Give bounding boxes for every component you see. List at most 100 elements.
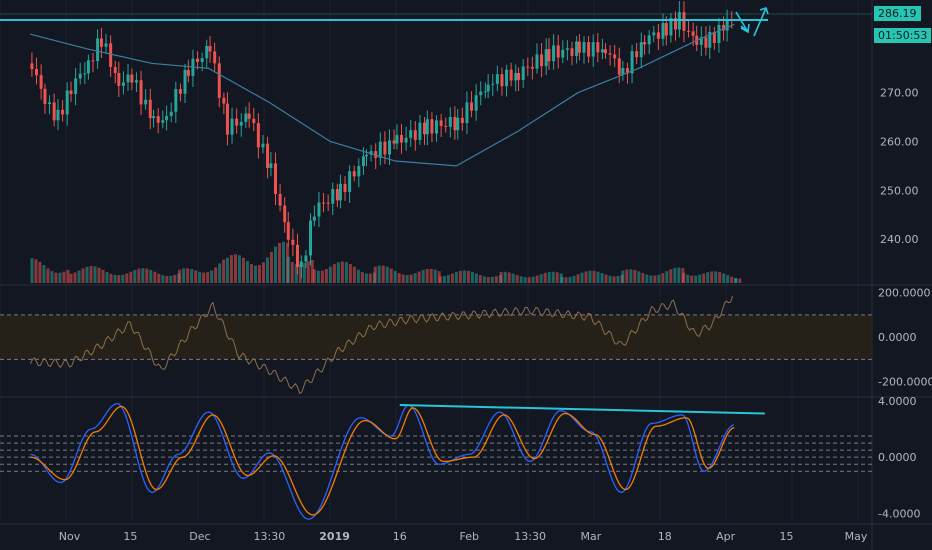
volume-bar — [290, 261, 294, 283]
volume-bar — [616, 276, 620, 283]
volume-bar — [584, 271, 588, 283]
date-tick-label: Apr — [716, 530, 736, 543]
oscillator-tick-label: 200.0000 — [878, 287, 931, 300]
volume-bar — [503, 271, 507, 283]
candle-body — [174, 89, 178, 112]
candle-body — [722, 24, 726, 31]
candle-body — [635, 51, 639, 58]
volume-bar — [81, 268, 85, 283]
volume-bar — [604, 274, 608, 283]
countdown-label: 01:50:53 — [874, 28, 932, 43]
candle-body — [235, 118, 239, 126]
candle-body — [335, 189, 339, 201]
volume-bar — [621, 270, 625, 283]
volume-bar — [588, 270, 592, 283]
volume-bar — [182, 268, 186, 283]
volume-bar — [237, 255, 241, 283]
volume-bar — [568, 276, 572, 283]
candle-body — [717, 24, 721, 43]
oscillator-tick-label: -200.0000 — [878, 376, 932, 389]
volume-bar — [324, 269, 328, 283]
volume-bar — [173, 274, 177, 283]
candle-body — [526, 66, 530, 68]
candle-body — [647, 35, 651, 45]
volume-bar — [637, 271, 641, 283]
candle-body — [460, 117, 464, 124]
volume-bar — [669, 269, 673, 283]
candle-body — [712, 31, 716, 43]
candle-body — [96, 38, 100, 62]
volume-bar — [714, 271, 718, 283]
date-tick-label: 15 — [123, 530, 137, 543]
candle-body — [144, 99, 148, 105]
candle-body — [357, 165, 361, 177]
volume-bar — [298, 264, 302, 283]
candle-body — [161, 120, 165, 123]
candle-body — [208, 46, 212, 52]
candle-body — [674, 18, 678, 30]
candle-body — [575, 41, 579, 56]
volume-bar — [77, 270, 81, 283]
candle-body — [183, 69, 187, 94]
volume-bar — [726, 275, 730, 283]
volume-bar — [105, 272, 109, 283]
volume-bar — [531, 276, 535, 283]
candle-body — [395, 135, 399, 144]
candle-body — [295, 244, 299, 267]
volume-bar — [682, 273, 686, 283]
volume-bar — [273, 246, 277, 283]
candle-body — [530, 66, 534, 69]
candle-body — [156, 116, 160, 123]
candle-body — [291, 239, 295, 245]
candle-body — [544, 49, 548, 67]
volume-bar — [332, 264, 336, 283]
candle-body — [205, 46, 209, 59]
candle-body — [309, 220, 313, 256]
candle-body — [139, 80, 143, 105]
volume-bar — [101, 269, 105, 283]
candle-body — [625, 68, 629, 74]
volume-bar — [222, 259, 226, 283]
volume-bar — [409, 274, 413, 283]
date-tick-label: 15 — [779, 530, 793, 543]
candle-body — [352, 171, 356, 177]
volume-bar — [218, 263, 222, 283]
candle-body — [239, 121, 243, 126]
volume-bar — [515, 275, 519, 283]
volume-bar — [433, 269, 437, 283]
candle-body — [364, 154, 368, 157]
volume-bar — [194, 270, 198, 283]
volume-bar — [450, 273, 454, 283]
candle-body — [104, 43, 108, 47]
volume-bar — [710, 271, 714, 283]
candle-body — [196, 58, 200, 62]
volume-bar — [277, 242, 281, 283]
price-tick-label: 270.00 — [880, 87, 919, 100]
volume-bar — [385, 266, 389, 283]
candle-body — [500, 74, 504, 87]
volume-bar — [661, 273, 665, 283]
volume-bar — [312, 269, 316, 283]
volume-bar — [657, 274, 661, 283]
volume-bar — [511, 273, 515, 283]
volume-bar — [129, 271, 133, 283]
up-arrow-drawing — [753, 7, 767, 37]
candle-body — [400, 135, 404, 143]
candle-body — [486, 84, 490, 92]
volume-bar — [429, 268, 433, 283]
volume-bar — [730, 276, 734, 283]
candle-body — [230, 118, 234, 135]
volume-bar — [161, 275, 165, 283]
candle-body — [505, 69, 509, 87]
volume-bar — [649, 275, 653, 283]
volume-bar — [141, 268, 145, 283]
candle-body — [456, 117, 460, 131]
candle-body — [387, 140, 391, 155]
volume-bar — [486, 277, 490, 283]
volume-bar — [527, 277, 531, 283]
volume-bar — [645, 274, 649, 283]
candle-body — [509, 69, 513, 81]
volume-bar — [421, 269, 425, 283]
candle-body — [56, 109, 60, 121]
